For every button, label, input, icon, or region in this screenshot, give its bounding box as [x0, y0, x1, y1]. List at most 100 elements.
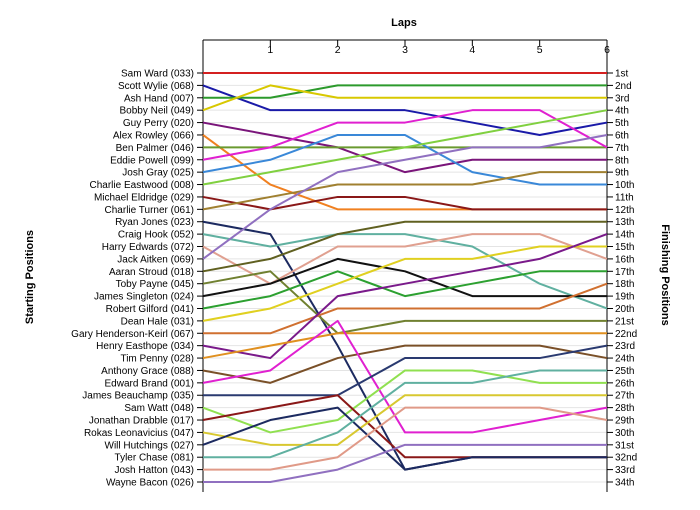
driver-label: Anthony Grace (088) — [101, 366, 194, 377]
y-axis-left-title: Starting Positions — [24, 230, 36, 324]
finish-label: 34th — [615, 478, 634, 489]
axes: 1 2 3 4 5 6 — [197, 39, 613, 492]
driver-label: Josh Gray (025) — [122, 168, 194, 179]
series-line — [202, 319, 608, 434]
series-line — [202, 233, 608, 310]
series-line — [202, 406, 607, 471]
driver-label: Charlie Turner (061) — [105, 205, 194, 216]
driver-label: Toby Payne (045) — [116, 279, 194, 290]
driver-label: Robert Gilford (041) — [106, 304, 194, 315]
finish-label: 23rd — [615, 341, 635, 352]
series-line — [202, 332, 607, 360]
x-tick-label: 5 — [537, 44, 543, 56]
driver-label: Eddie Powell (099) — [110, 155, 194, 166]
driver-label: Sam Ward (033) — [121, 69, 194, 80]
finish-label: 9th — [615, 168, 629, 179]
finish-label: 33rd — [615, 465, 635, 476]
series-line — [202, 133, 607, 186]
series-lines — [202, 72, 608, 483]
x-axis-title: Laps — [391, 17, 417, 29]
series-line — [202, 233, 608, 360]
finish-label: 18th — [615, 279, 634, 290]
driver-label: Josh Hatton (043) — [115, 465, 195, 476]
finish-label: 22nd — [615, 329, 637, 340]
driver-label: Bobby Neil (049) — [120, 106, 194, 117]
finish-label: 5th — [615, 118, 629, 129]
driver-label: Dean Hale (031) — [121, 316, 194, 327]
series-line — [202, 109, 608, 161]
driver-label: Harry Edwards (072) — [102, 242, 194, 253]
driver-label: Ryan Jones (023) — [115, 217, 194, 228]
series-line — [202, 270, 607, 335]
driver-label: Scott Wylie (068) — [118, 81, 194, 92]
finish-label: 8th — [615, 155, 629, 166]
series-line — [203, 369, 607, 459]
series-line — [202, 171, 607, 211]
driver-label: Alex Rowley (066) — [113, 130, 194, 141]
series-line — [202, 245, 607, 322]
finish-label: 14th — [615, 230, 634, 241]
x-tick-label: 1 — [267, 44, 273, 56]
finish-label: 13th — [615, 217, 634, 228]
finish-label: 3rd — [615, 93, 629, 104]
driver-label: Gary Henderson-Keirl (067) — [71, 329, 194, 340]
series-line — [202, 121, 607, 174]
series-line — [202, 84, 608, 136]
driver-label: Edward Brand (001) — [105, 378, 195, 389]
finish-label: 26th — [615, 378, 634, 389]
series-line — [203, 282, 608, 335]
finish-label: 1st — [615, 69, 629, 80]
series-line — [202, 369, 607, 434]
driver-label: Tyler Chase (081) — [115, 453, 194, 464]
driver-label: Jonathan Drabble (017) — [89, 416, 194, 427]
driver-label: Sam Watt (048) — [124, 403, 194, 414]
series-line — [202, 133, 608, 260]
series-line — [202, 84, 607, 112]
driver-label: Charlie Eastwood (008) — [90, 180, 195, 191]
series-line — [202, 257, 607, 298]
driver-label: Aaran Stroud (018) — [109, 267, 194, 278]
finish-label: 31st — [615, 440, 634, 451]
driver-label: Wayne Bacon (026) — [106, 478, 194, 489]
x-tick-label: 2 — [335, 44, 341, 56]
series-line — [203, 406, 608, 471]
series-line — [203, 84, 607, 99]
x-tick-label: 4 — [469, 44, 475, 56]
finish-label: 32nd — [615, 453, 637, 464]
series-line — [202, 344, 608, 384]
series-line — [202, 220, 607, 273]
finish-label: 11th — [615, 192, 634, 203]
finish-label: 20th — [615, 304, 634, 315]
finish-label: 7th — [615, 143, 629, 154]
finish-label: 28th — [615, 403, 634, 414]
series-line — [202, 394, 607, 446]
driver-label: Rokas Leonavicius (047) — [84, 428, 194, 439]
driver-label: Henry Easthope (034) — [96, 341, 194, 352]
driver-label: Michael Eldridge (029) — [94, 192, 194, 203]
finish-label: 30th — [615, 428, 634, 439]
driver-label: Jack Aitken (069) — [117, 254, 194, 265]
driver-label: James Singleton (024) — [94, 292, 194, 303]
finish-label: 15th — [615, 242, 634, 253]
finish-label: 21st — [615, 316, 634, 327]
finish-label: 25th — [615, 366, 634, 377]
finish-label: 12th — [615, 205, 634, 216]
series-line — [203, 344, 608, 397]
series-line — [202, 109, 608, 186]
finish-label: 17th — [615, 267, 634, 278]
labels: Sam Ward (033)Scott Wylie (068)Ash Hand … — [71, 69, 637, 489]
driver-label: Will Hutchings (027) — [105, 440, 194, 451]
x-tick-label: 6 — [604, 44, 610, 56]
series-line — [202, 394, 607, 459]
finish-label: 10th — [615, 180, 634, 191]
driver-label: Ash Hand (007) — [124, 93, 194, 104]
finish-label: 19th — [615, 292, 634, 303]
driver-label: James Beauchamp (035) — [82, 391, 194, 402]
series-line — [203, 443, 607, 483]
x-tick-label: 3 — [402, 44, 408, 56]
driver-label: Ben Palmer (046) — [116, 143, 194, 154]
finish-label: 24th — [615, 354, 634, 365]
finish-label: 27th — [615, 391, 634, 402]
driver-label: Guy Perry (020) — [123, 118, 194, 129]
